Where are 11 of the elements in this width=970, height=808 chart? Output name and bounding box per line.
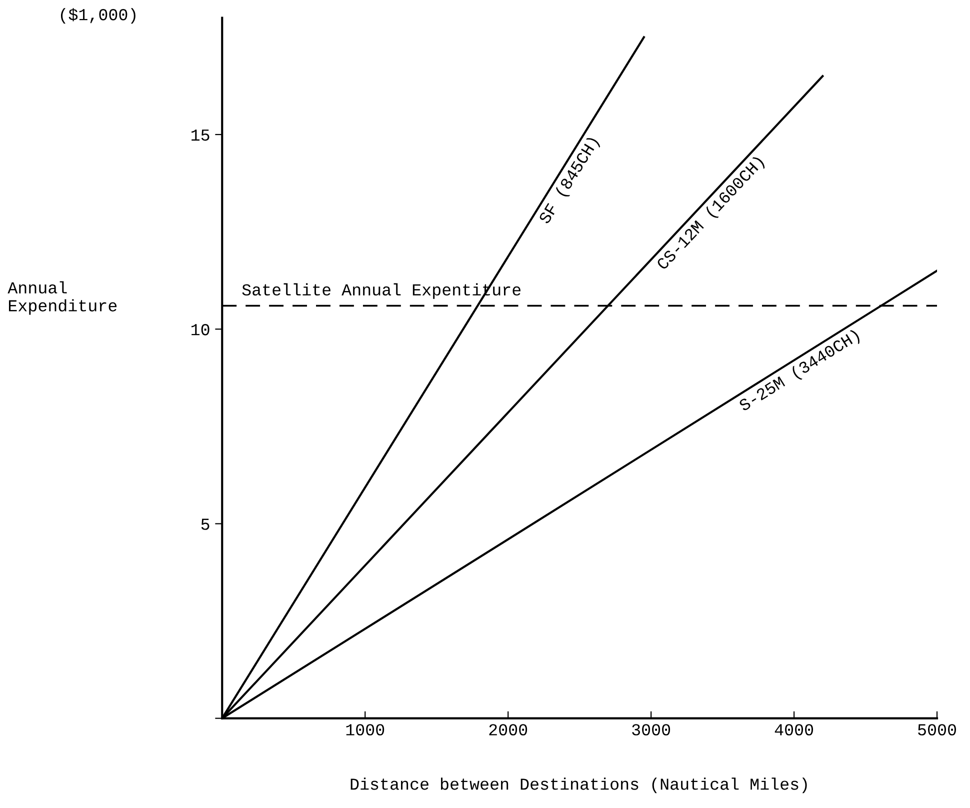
- text: ($1,000): [60, 8, 136, 24]
- x-tick-label: 3000: [632, 724, 670, 736]
- x-axis-title: Distance between Destinations (Nautical Miles): [350, 778, 807, 794]
- y-tick-label: 15: [192, 130, 210, 141]
- y-axis-title: Annual Expenditure: [8, 281, 117, 315]
- y-tick-label: 10: [192, 324, 210, 336]
- x-tick-label: 2000: [489, 724, 528, 736]
- x-tick-label: 1000: [346, 724, 384, 736]
- y-tick-label: 5: [201, 518, 210, 530]
- x-tick-label: 4000: [774, 724, 814, 736]
- x-tick-label: 5000: [918, 724, 956, 736]
